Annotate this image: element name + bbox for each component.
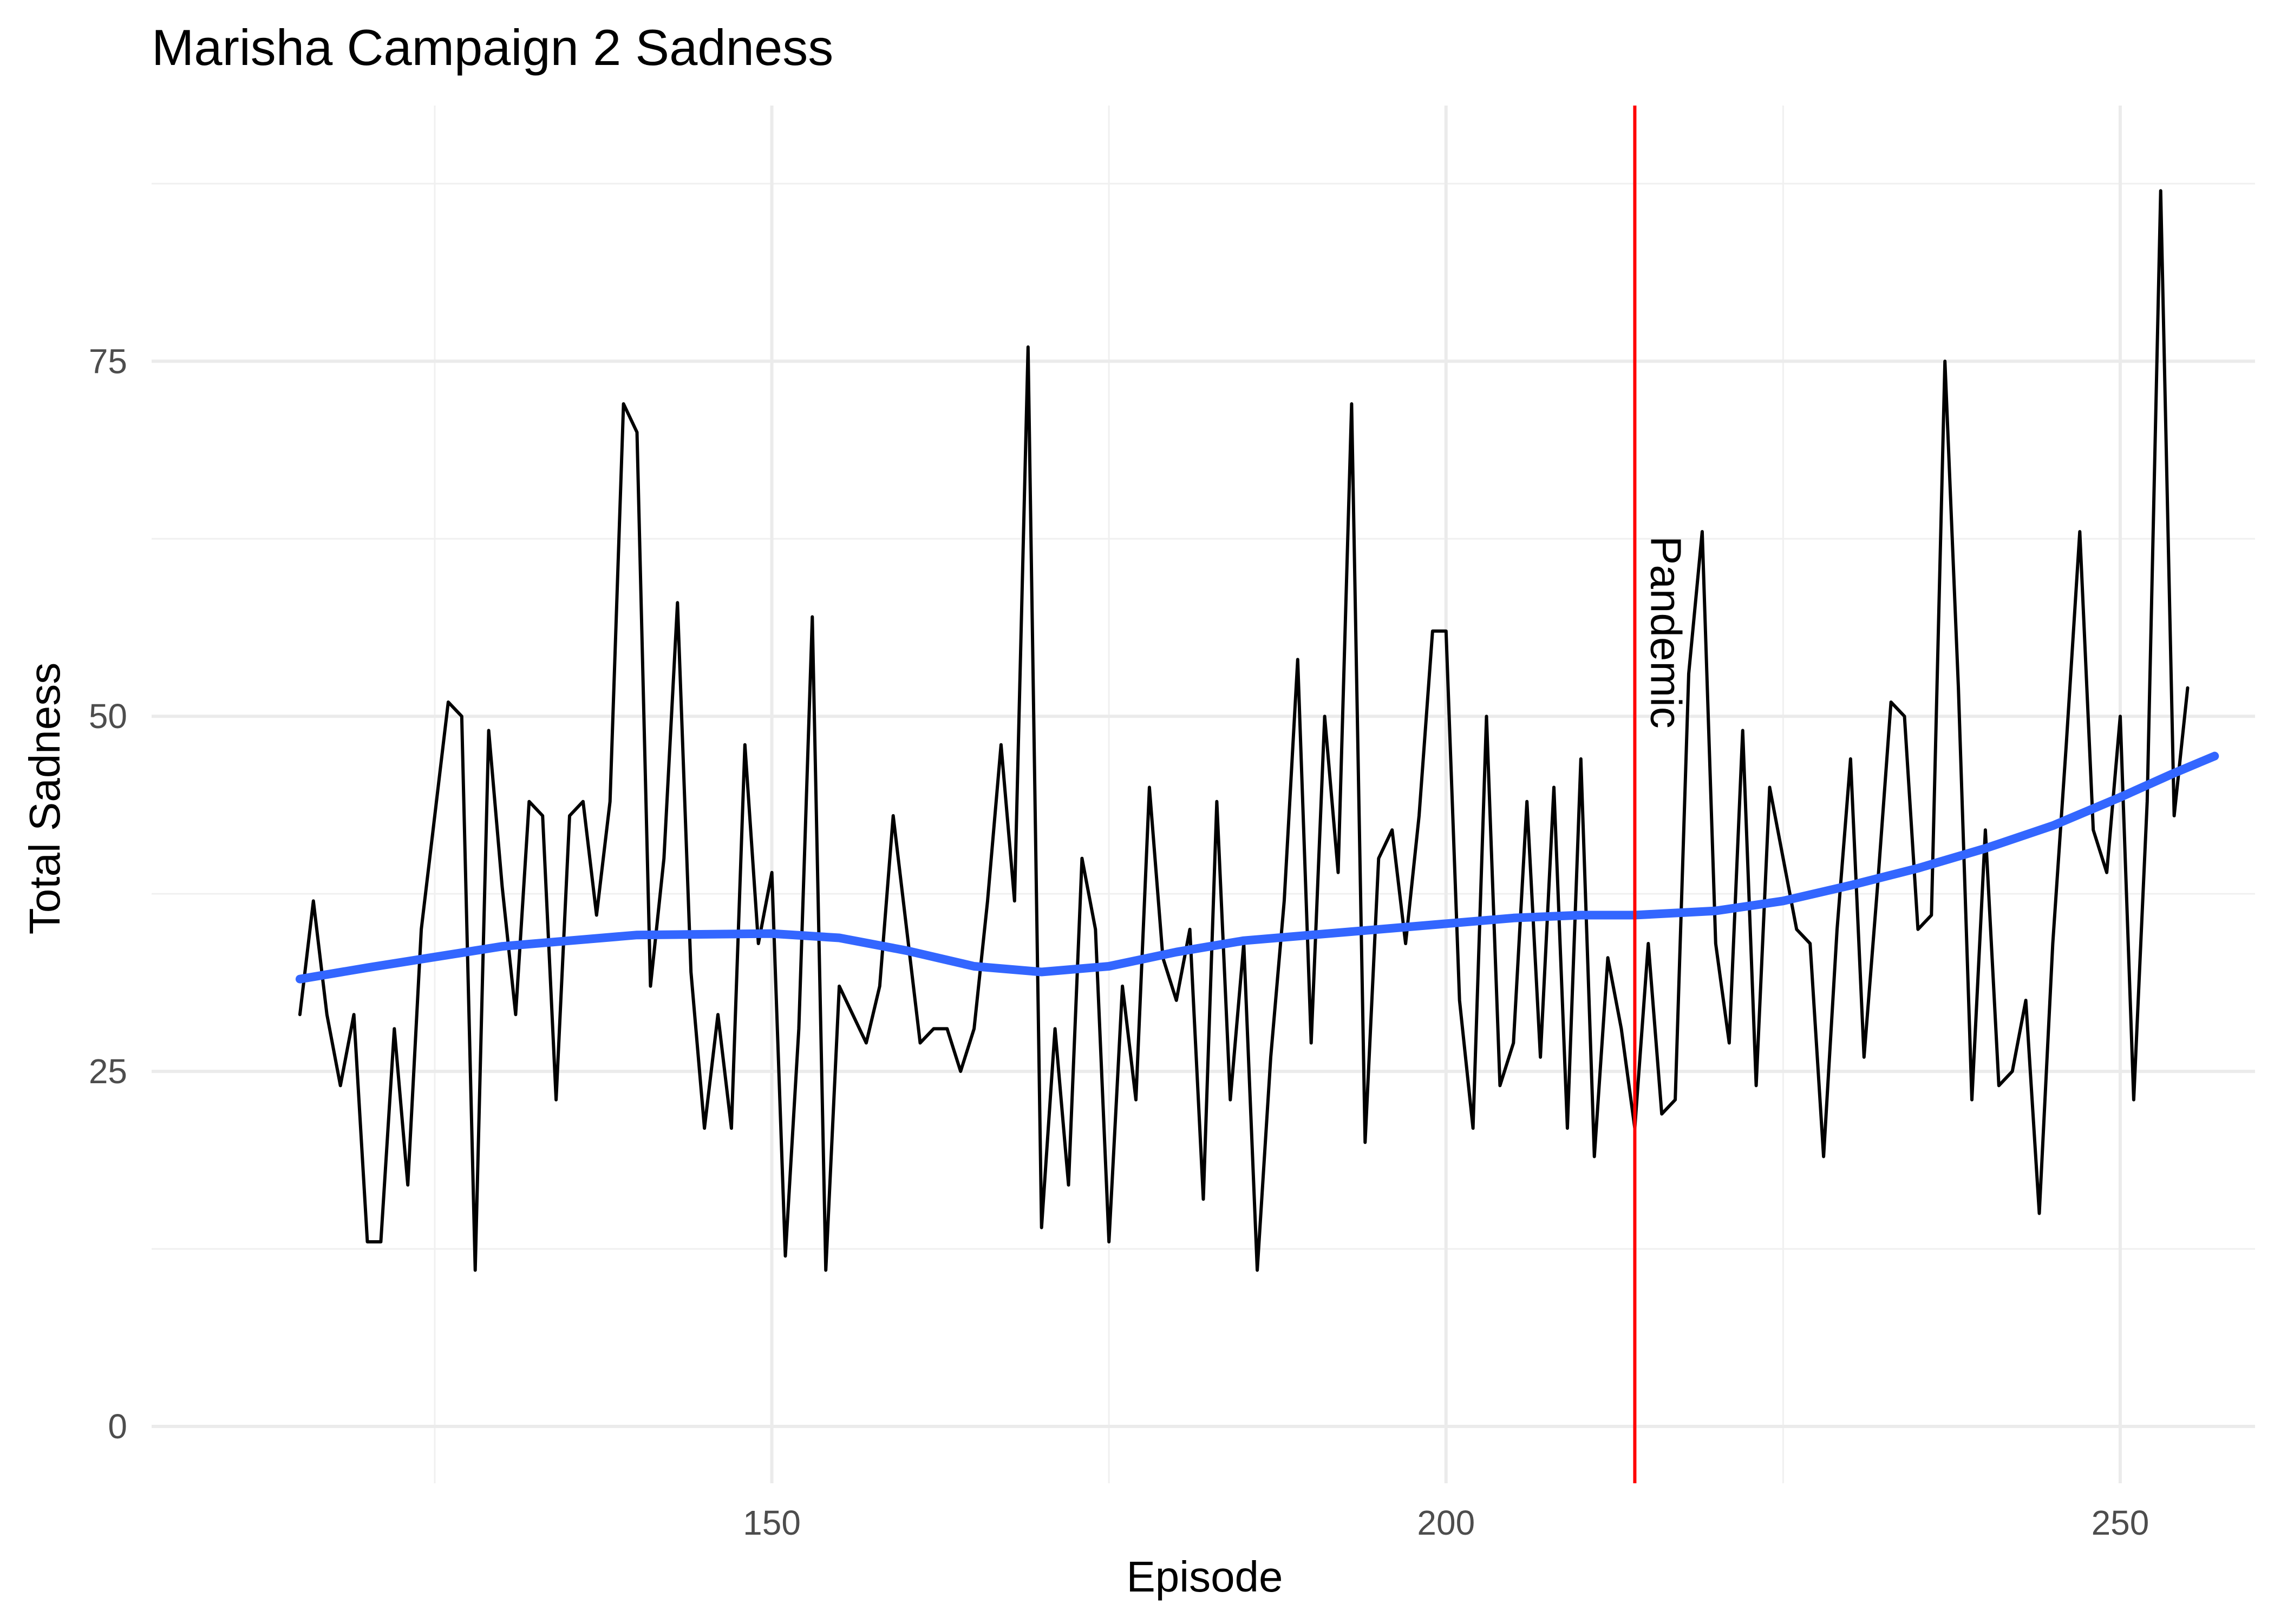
y-tick-label: 0: [108, 1407, 127, 1446]
y-tick-label: 25: [89, 1052, 127, 1091]
sadness-series-line: [298, 189, 2190, 1272]
x-axis-title: Episode: [1126, 1553, 1283, 1601]
annotation-layer: Pandemic: [1633, 106, 1690, 1483]
y-axis-title: Total Sadness: [21, 663, 69, 935]
grid: [152, 106, 2255, 1483]
x-tick-label: 200: [1417, 1503, 1475, 1542]
smooth-trend-line: [295, 751, 2219, 984]
y-tick-label: 75: [89, 342, 127, 381]
x-tick-label: 150: [743, 1503, 801, 1542]
chart-title: Marisha Campaign 2 Sadness: [152, 19, 833, 76]
tick-labels: 150 200 250 0 25 50 75: [89, 342, 2149, 1542]
series-layer: [295, 189, 2219, 1272]
y-tick-label: 50: [89, 697, 127, 736]
x-tick-label: 250: [2092, 1503, 2149, 1542]
pandemic-label: Pandemic: [1642, 536, 1690, 729]
